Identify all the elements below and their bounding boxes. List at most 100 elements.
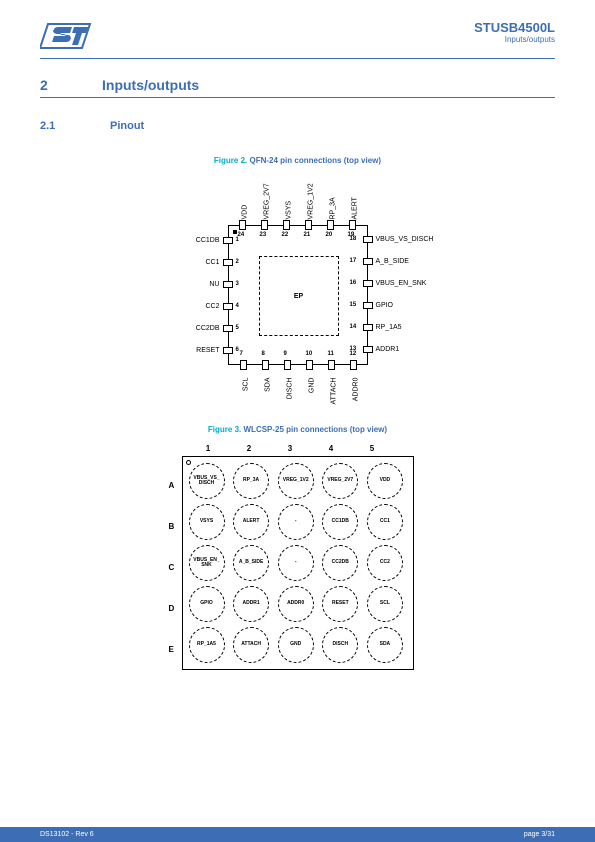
pin-number: 3	[236, 281, 239, 287]
pin-number: 6	[236, 347, 239, 353]
page-header: STUSB4500L Inputs/outputs	[0, 0, 595, 58]
figure3-caption: Figure 3. WLCSP-25 pin connections (top …	[0, 411, 595, 444]
pin-label: CC2DB	[196, 325, 220, 332]
pin-number: 8	[262, 351, 265, 357]
qfn-pin	[223, 303, 233, 310]
pin-number: 2	[236, 259, 239, 265]
page-number: page 3/31	[524, 831, 555, 838]
wlcsp-row: D	[169, 604, 175, 613]
pin-number: 14	[350, 324, 357, 330]
qfn-pin	[223, 237, 233, 244]
figure2-caption: Figure 2. QFN-24 pin connections (top vi…	[0, 142, 595, 175]
wlcsp-ball: -	[278, 545, 314, 581]
qfn-pin	[363, 236, 373, 243]
qfn-pin	[223, 347, 233, 354]
header-subtitle: Inputs/outputs	[474, 35, 555, 44]
wlcsp-ball: RP_1A5	[189, 627, 225, 663]
wlcsp-ball: CC1DB	[322, 504, 358, 540]
qfn-pin	[239, 220, 246, 230]
page-footer: DS13102 - Rev 6 page 3/31	[0, 827, 595, 842]
part-number: STUSB4500L	[474, 20, 555, 35]
a1-marker	[186, 460, 191, 465]
qfn-pin	[328, 360, 335, 370]
qfn-pin	[223, 325, 233, 332]
qfn-pin	[223, 259, 233, 266]
wlcsp-ball: VREG_2V7	[322, 463, 358, 499]
wlcsp-ball: GND	[278, 627, 314, 663]
wlcsp-ball: VBUS_VS_DISCH	[189, 463, 225, 499]
header-right: STUSB4500L Inputs/outputs	[474, 20, 555, 44]
wlcsp-col-headers: 12345	[182, 444, 414, 456]
qfn-pin	[363, 258, 373, 265]
wlcsp-col: 2	[229, 444, 270, 453]
pin-label: ALERT	[351, 197, 358, 219]
pin-label: ADDR1	[376, 346, 400, 353]
qfn-pin	[283, 220, 290, 230]
qfn-pin	[327, 220, 334, 230]
wlcsp-ball: VBUS_EN_SNK	[189, 545, 225, 581]
pin-label: GND	[308, 378, 315, 394]
wlcsp-ball: DISCH	[322, 627, 358, 663]
exposed-pad: EP	[259, 256, 339, 336]
pin-number: 4	[236, 303, 239, 309]
pin-label: NU	[209, 281, 219, 288]
pin-label: VSYS	[285, 201, 292, 220]
qfn-pin	[262, 360, 269, 370]
wlcsp-ball: ALERT	[233, 504, 269, 540]
figure3-label: Figure 3.	[208, 425, 241, 434]
pin-number: 10	[306, 351, 313, 357]
pin-label: RP_1A5	[376, 324, 402, 331]
doc-id: DS13102 - Rev 6	[40, 831, 94, 838]
qfn-pin	[306, 360, 313, 370]
section-number: 2	[40, 77, 52, 93]
qfn-pin	[349, 220, 356, 230]
pin-number: 7	[240, 351, 243, 357]
qfn-pin	[284, 360, 291, 370]
subsection-number: 2.1	[40, 120, 60, 132]
qfn-diagram: EP 1 CC1DB 2 CC1 3 NU 4 CC2 5 CC2DB 6 RE…	[143, 175, 453, 405]
qfn-package-outline: EP	[228, 225, 368, 365]
wlcsp-ball: ADDR1	[233, 586, 269, 622]
wlcsp-diagram: 12345 VBUS_VS_DISCHRP_3AVREG_1V2VREG_2V7…	[182, 444, 414, 670]
qfn-pin	[261, 220, 268, 230]
pin-number: 24	[238, 232, 245, 238]
wlcsp-outline: VBUS_VS_DISCHRP_3AVREG_1V2VREG_2V7VDDVSY…	[182, 456, 414, 670]
pin-number: 17	[350, 258, 357, 264]
wlcsp-ball: -	[278, 504, 314, 540]
wlcsp-ball: VDD	[367, 463, 403, 499]
pin1-marker	[233, 230, 237, 234]
pin-number: 12	[350, 351, 357, 357]
pin-label: ADDR0	[352, 378, 359, 402]
wlcsp-col: 5	[352, 444, 393, 453]
wlcsp-ball: A_B_SIDE	[233, 545, 269, 581]
pin-number: 5	[236, 325, 239, 331]
figure3-title: WLCSP-25 pin connections (top view)	[244, 425, 388, 434]
wlcsp-row: C	[169, 563, 175, 572]
section-heading: 2 Inputs/outputs	[0, 59, 595, 97]
pin-label: VBUS_EN_SNK	[376, 280, 427, 287]
wlcsp-ball: CC1	[367, 504, 403, 540]
wlcsp-ball: RP_3A	[233, 463, 269, 499]
wlcsp-ball: SCL	[367, 586, 403, 622]
section-title: Inputs/outputs	[102, 77, 199, 93]
wlcsp-row: E	[169, 645, 174, 654]
wlcsp-col: 3	[270, 444, 311, 453]
figure2-label: Figure 2.	[214, 156, 247, 165]
qfn-pin	[223, 281, 233, 288]
pin-number: 22	[282, 232, 289, 238]
wlcsp-ball: ATTACH	[233, 627, 269, 663]
pin-number: 20	[326, 232, 333, 238]
pin-label: SDA	[264, 378, 271, 392]
pin-label: CC1	[205, 259, 219, 266]
subsection-heading: 2.1 Pinout	[0, 98, 595, 142]
pin-label: RP_3A	[329, 197, 336, 219]
wlcsp-col: 4	[311, 444, 352, 453]
pin-number: 9	[284, 351, 287, 357]
pin-label: SCL	[242, 378, 249, 392]
wlcsp-ball: VSYS	[189, 504, 225, 540]
qfn-pin	[240, 360, 247, 370]
pin-label: VREG_1V2	[307, 183, 314, 219]
pin-label: VDD	[241, 205, 248, 220]
pin-number: 19	[348, 232, 355, 238]
qfn-pin	[363, 346, 373, 353]
